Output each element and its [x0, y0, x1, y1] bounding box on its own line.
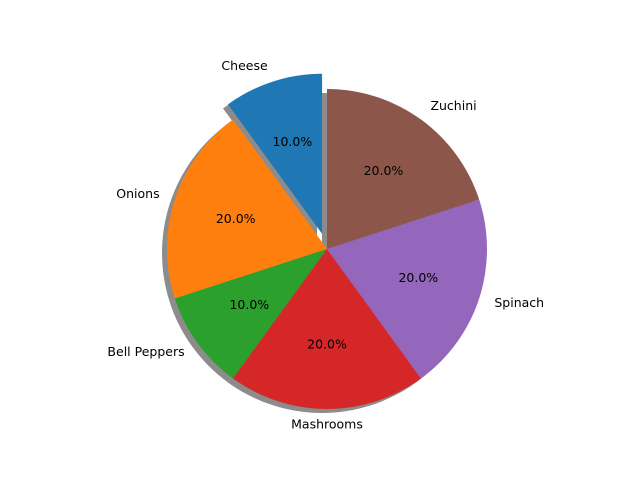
slice-onions [167, 119, 327, 299]
slice-cheese [228, 73, 323, 234]
slice-bell-peppers [174, 249, 327, 379]
slice-mashrooms [232, 249, 422, 409]
slice-label-spinach: Spinach [494, 295, 544, 310]
slice-label-mashrooms: Mashrooms [291, 417, 363, 432]
slice-zuchini [327, 89, 480, 249]
label-layer: Cheese 10.0% Onions 20.0% Bell Peppers 10.0% M… [107, 58, 544, 432]
slice-pct-spinach: 20.0% [398, 270, 438, 285]
slice-pct-onions: 20.0% [216, 211, 256, 226]
slice-layer [167, 73, 487, 409]
slice-pct-mashrooms: 20.0% [307, 337, 347, 352]
slice-pct-cheese: 10.0% [273, 134, 313, 149]
slice-label-zuchini: Zuchini [430, 98, 476, 113]
slice-label-bell-peppers: Bell Peppers [107, 344, 184, 359]
slice-pct-zuchini: 20.0% [364, 163, 404, 178]
slice-pct-bell-peppers: 10.0% [229, 297, 269, 312]
slice-label-onions: Onions [116, 186, 159, 201]
slice-spinach [327, 199, 487, 379]
slice-label-cheese: Cheese [221, 58, 268, 73]
